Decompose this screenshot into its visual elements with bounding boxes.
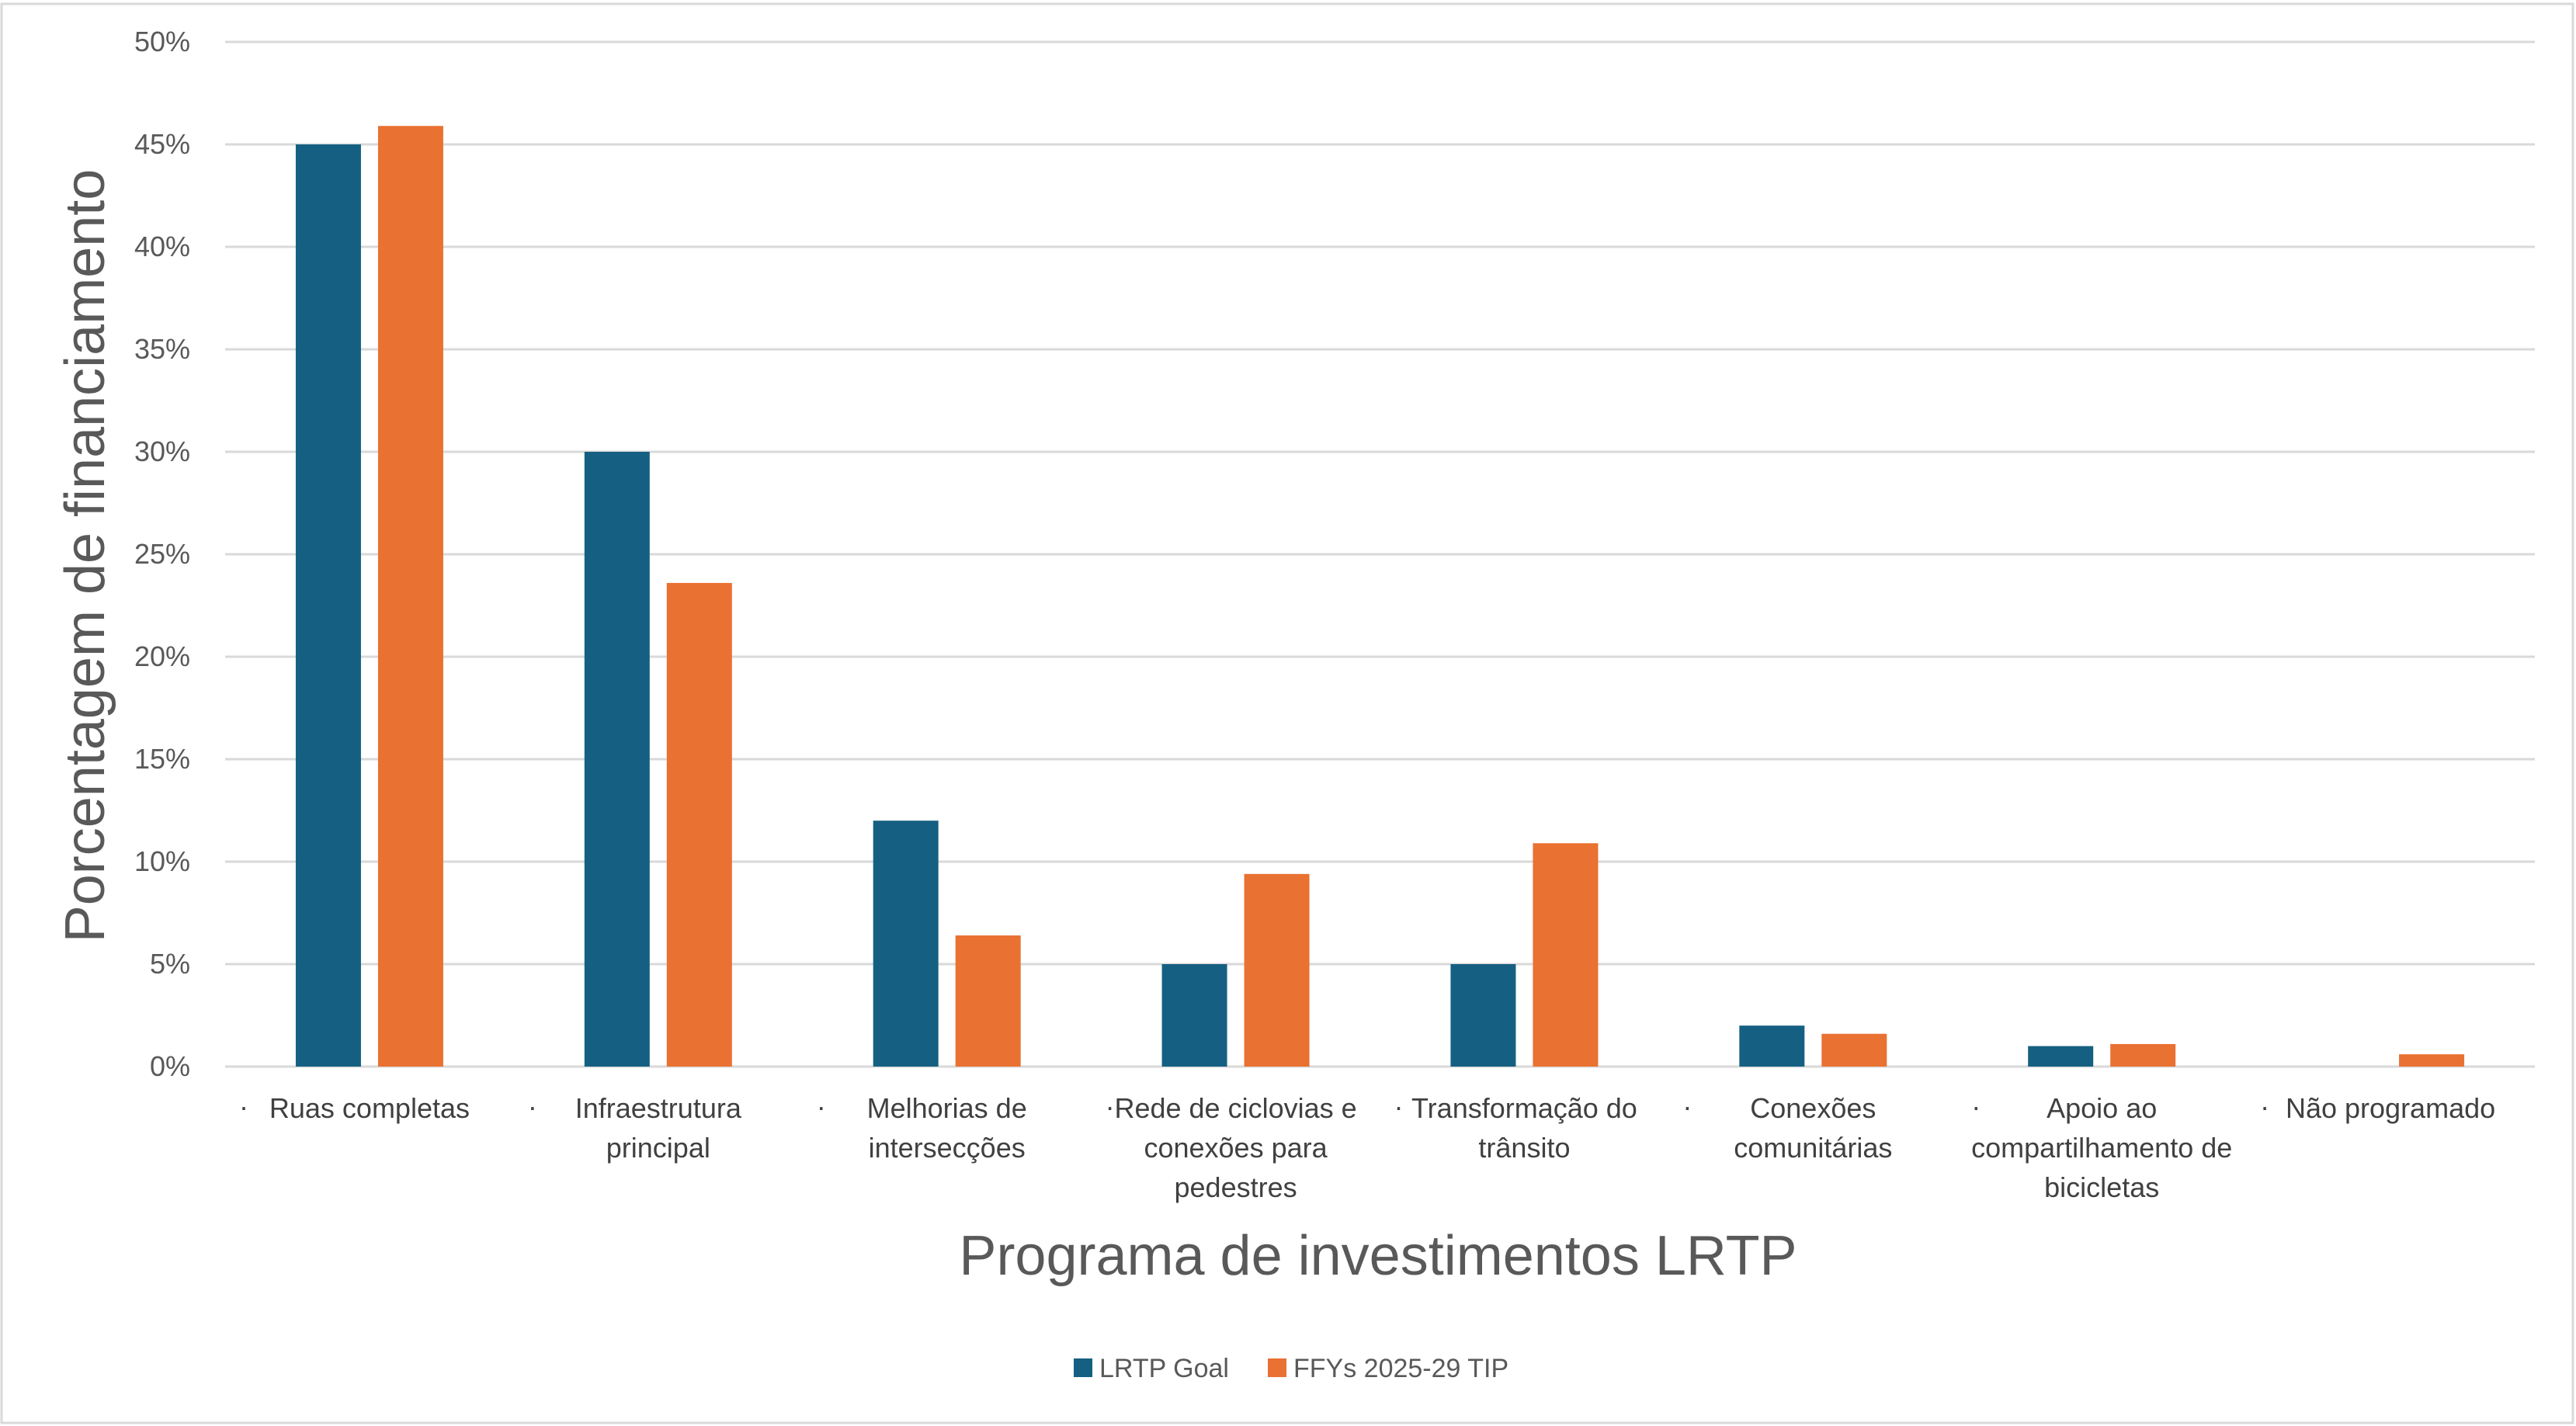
bar-lrtp-goal — [1161, 964, 1227, 1067]
bar-lrtp-goal — [2028, 1046, 2094, 1067]
bar-ffys-tip — [1821, 1033, 1887, 1067]
bar-ffys-tip — [955, 935, 1021, 1067]
x-category-label-line: principal — [606, 1132, 710, 1164]
y-tick-label: 45% — [134, 128, 190, 160]
legend-label: LRTP Goal — [1099, 1354, 1229, 1383]
legend-label: FFYs 2025-29 TIP — [1293, 1354, 1508, 1383]
bar-lrtp-goal — [1739, 1025, 1805, 1067]
x-category-label: Não programado — [2286, 1092, 2495, 1124]
x-category-label: Melhorias de intersecções — [867, 1092, 1027, 1164]
x-category-label-line: conexões para — [1144, 1132, 1328, 1164]
y-tick-label: 25% — [134, 538, 190, 570]
category-bullet: · — [2260, 1091, 2269, 1122]
y-tick-label: 50% — [134, 26, 190, 57]
y-axis-ticks: 0% 5% 10% 15% 20% 25% 30% 35% 40% 45% 50% — [134, 26, 190, 1082]
legend-swatch — [1268, 1358, 1286, 1377]
bar-ffys-tip — [2110, 1043, 2176, 1067]
y-axis-title: Porcentagem de financiamento — [54, 169, 116, 943]
x-axis-categories: · Ruas completas · Infraestrutura principal ·… — [239, 1091, 2495, 1203]
legend-swatch — [1074, 1358, 1092, 1377]
x-category-label-line: trânsito — [1478, 1132, 1570, 1164]
category-bullet: · — [1682, 1091, 1692, 1122]
bar-ffys-tip — [2399, 1054, 2465, 1067]
bar-lrtp-goal — [295, 144, 361, 1067]
x-category-label: Ruas completas — [269, 1092, 470, 1124]
x-category-label-line: compartilhamento de — [1971, 1132, 2232, 1164]
x-category-label-line: Infraestrutura — [575, 1092, 742, 1124]
y-tick-label: 15% — [134, 743, 190, 775]
y-tick-label: 10% — [134, 845, 190, 877]
bar-lrtp-goal — [873, 821, 939, 1067]
y-tick-label: 30% — [134, 435, 190, 467]
x-category-label: Infraestrutura principal — [575, 1092, 742, 1164]
x-category-label-line: Conexões — [1750, 1092, 1876, 1124]
x-category-label-line: Apoio ao — [2047, 1092, 2157, 1124]
x-category-label-line: pedestres — [1175, 1171, 1297, 1203]
bar-ffys-tip — [377, 126, 443, 1067]
x-axis-title: Programa de investimentos LRTP — [959, 1225, 1797, 1287]
x-category-label: Rede de ciclovias e conexões para pedestre… — [1114, 1092, 1356, 1203]
y-tick-label: 40% — [134, 231, 190, 262]
x-category-label-line: intersecções — [869, 1132, 1026, 1164]
x-category-label-line: bicicletas — [2044, 1171, 2159, 1203]
x-category-label-line: comunitárias — [1734, 1132, 1892, 1164]
category-bullet: · — [1394, 1091, 1404, 1122]
y-tick-label: 20% — [134, 640, 190, 672]
y-tick-label: 35% — [134, 333, 190, 365]
bar-ffys-tip — [1533, 843, 1599, 1067]
x-category-label-line: Não programado — [2286, 1092, 2495, 1124]
category-bullet: · — [528, 1091, 537, 1122]
y-tick-label: 0% — [150, 1050, 190, 1082]
x-category-label-line: Rede de ciclovias e — [1114, 1092, 1356, 1124]
bar-ffys-tip — [666, 582, 732, 1067]
x-category-label: Conexões comunitárias — [1734, 1092, 1892, 1164]
category-bullet: · — [239, 1091, 248, 1122]
x-category-label-line: Ruas completas — [269, 1092, 470, 1124]
bars — [295, 126, 2465, 1067]
y-tick-label: 5% — [150, 948, 190, 980]
bar-ffys-tip — [1244, 873, 1310, 1067]
category-bullet: · — [1106, 1091, 1115, 1122]
bar-lrtp-goal — [1450, 964, 1516, 1067]
x-category-label-line: Transformação do — [1411, 1092, 1637, 1124]
category-bullet: · — [817, 1091, 826, 1122]
x-category-label: Transformação do trânsito — [1411, 1092, 1637, 1164]
category-bullet: · — [1971, 1091, 1981, 1122]
bar-lrtp-goal — [584, 452, 650, 1067]
x-category-label-line: Melhorias de — [867, 1092, 1027, 1124]
legend: LRTP Goal FFYs 2025-29 TIP — [1074, 1354, 1508, 1383]
x-category-label: Apoio ao compartilhamento de bicicletas — [1971, 1092, 2232, 1203]
